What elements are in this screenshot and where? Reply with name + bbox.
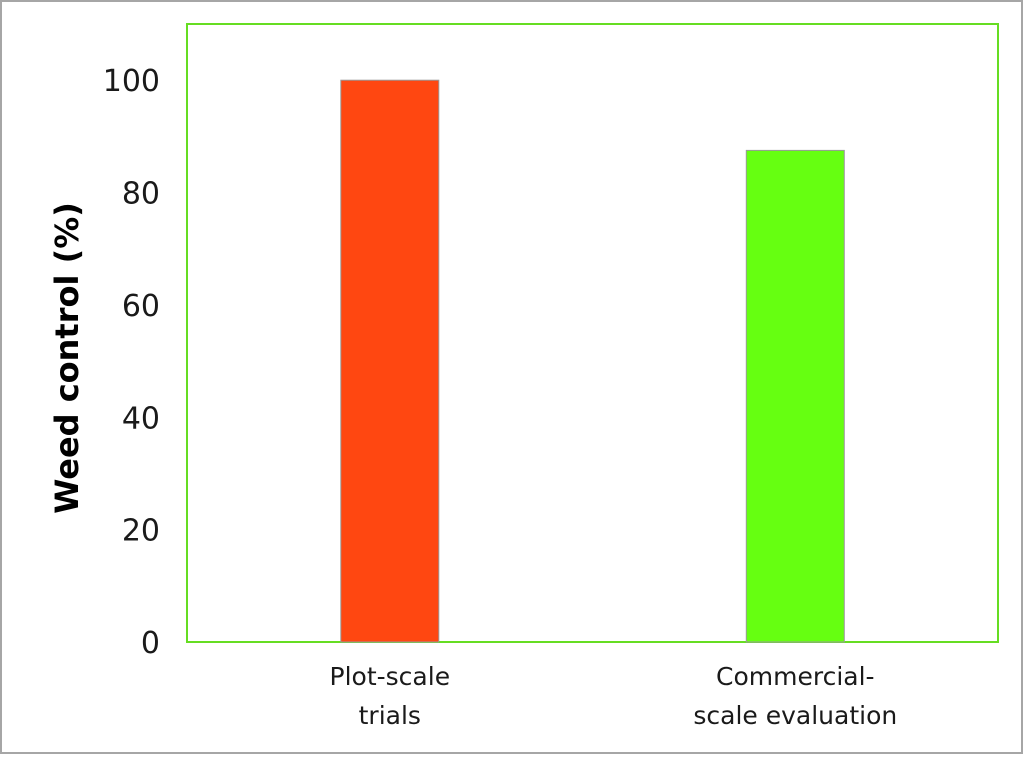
bar-2 bbox=[745, 149, 845, 643]
y-axis-title: Weed control (%) bbox=[48, 202, 86, 514]
x-category-label-line: scale evaluation bbox=[693, 701, 897, 730]
y-tick-label: 80 bbox=[122, 177, 160, 212]
x-category-label: Commercial-scale evaluation bbox=[693, 662, 897, 730]
bar-1 bbox=[340, 79, 440, 643]
y-tick-label: 40 bbox=[122, 401, 160, 436]
x-category-label-line: Plot-scale bbox=[330, 662, 451, 691]
y-axis-ticks: 0 20 40 60 80 100 bbox=[103, 64, 160, 661]
y-tick-label: 100 bbox=[103, 64, 160, 99]
y-tick-label: 60 bbox=[122, 289, 160, 324]
x-category-label-line: trials bbox=[359, 701, 421, 730]
bars bbox=[340, 79, 845, 643]
plot-area bbox=[186, 23, 999, 643]
x-axis-labels: Plot-scale trials Commercial-scale evaluat… bbox=[330, 662, 898, 730]
y-tick-label: 0 bbox=[141, 626, 160, 661]
y-tick-label: 20 bbox=[122, 514, 160, 549]
x-category-label: Plot-scale trials bbox=[330, 662, 451, 730]
x-category-label-line: Commercial- bbox=[716, 662, 875, 691]
